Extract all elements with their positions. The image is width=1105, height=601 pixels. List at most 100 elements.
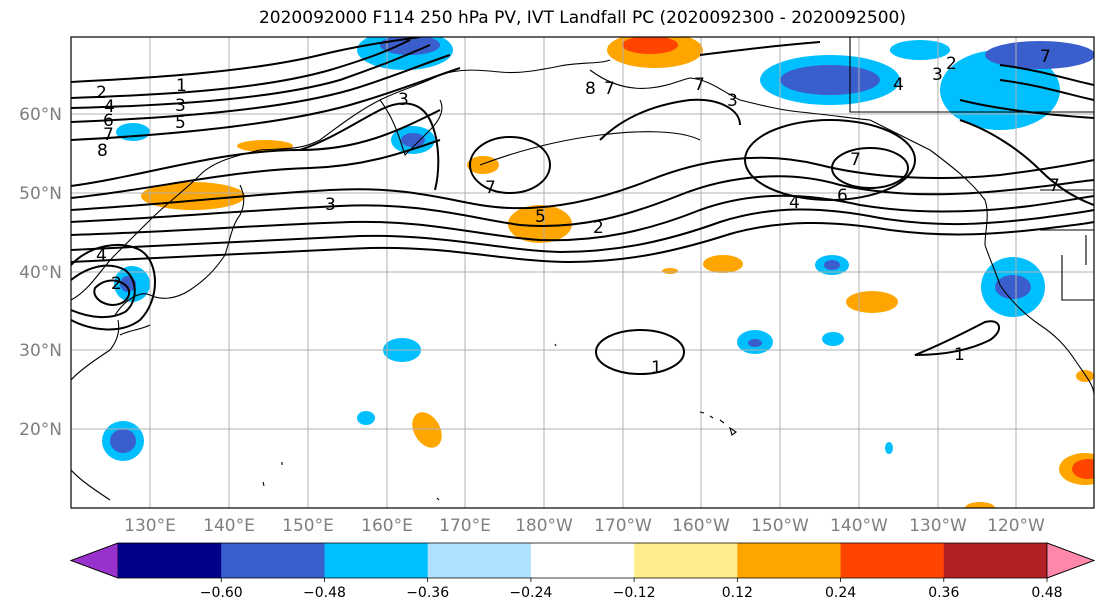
contour-label: 5 <box>175 113 186 133</box>
longitude-label: 120°W <box>987 516 1045 536</box>
contour-label: 8 <box>97 141 108 161</box>
coastlines <box>71 37 1094 501</box>
colorbar-tick-labels: −0.60 −0.48 −0.36 −0.24 −0.12 0.12 0.24 0.36 0.4… <box>200 578 1063 601</box>
contour-label: 2 <box>111 274 122 294</box>
longitude-label: 160°E <box>361 516 413 536</box>
longitude-label: 180°W <box>515 516 573 536</box>
latitude-label: 60°N <box>19 105 62 125</box>
longitude-label: 150°E <box>282 516 334 536</box>
colorbar-segment <box>221 543 325 578</box>
colorbar-tick-label: −0.48 <box>303 585 346 601</box>
contour-label: 2 <box>946 54 957 74</box>
colorbar-segment <box>943 543 1048 578</box>
contour-label: 3 <box>325 195 336 215</box>
colorbar-tick-label: −0.12 <box>613 585 656 601</box>
blob-pos-9 <box>412 412 442 448</box>
colorbar-outline <box>69 542 1096 579</box>
colorbar <box>69 542 1096 579</box>
contour-label: 7 <box>604 79 615 99</box>
blob-neg-9-core <box>995 275 1031 299</box>
longitude-label: 130°W <box>909 516 967 536</box>
longitude-labels: 130°E 140°E 150°E 160°E 170°E 180°W 170°W 160°W… <box>124 516 1045 536</box>
contour-label: 3 <box>727 91 738 111</box>
latitude-label: 40°N <box>19 263 62 283</box>
contour-label: 2 <box>593 218 604 238</box>
colorbar-segment <box>324 543 429 578</box>
colorbar-tick-label: 0.12 <box>722 585 753 601</box>
latitude-label: 50°N <box>19 184 62 204</box>
blob-neg-5-core <box>401 133 425 147</box>
colorbar-tick-label: 0.48 <box>1031 585 1062 601</box>
contour-label: 1 <box>954 345 965 365</box>
contour-label: 7 <box>850 150 861 170</box>
colorbar-segment <box>634 543 738 578</box>
contour-label: 2 <box>96 83 107 103</box>
contour-label: 7 <box>485 178 496 198</box>
blob-neg-2-core <box>780 65 880 95</box>
contour-label: 8 <box>585 79 596 99</box>
blob-neg-11-core <box>748 339 762 347</box>
colorbar-tick-label: −0.60 <box>200 585 243 601</box>
longitude-label: 130°E <box>124 516 176 536</box>
colorbar-segment <box>427 543 532 578</box>
blob-pos-12 <box>965 502 995 508</box>
colorbar-segment <box>737 543 842 578</box>
blob-neg-14 <box>357 411 375 425</box>
longitude-label: 140°W <box>830 516 888 536</box>
longitude-label: 150°W <box>751 516 809 536</box>
blob-neg-8-core <box>824 260 840 270</box>
contour-label: 7 <box>1040 47 1051 67</box>
contour-label: 4 <box>893 75 904 95</box>
blob-pos-5 <box>508 205 572 243</box>
longitude-label: 170°E <box>439 516 491 536</box>
map-frame <box>70 36 1095 509</box>
colorbar-tick-label: 0.24 <box>825 585 856 601</box>
contour-label: 7 <box>103 125 114 145</box>
map-title: 2020092000 F114 250 hPa PV, IVT Landfall… <box>258 8 906 28</box>
colorbar-tick-label: 0.36 <box>928 585 959 601</box>
blob-pos-1-core <box>622 37 678 54</box>
contour-label: 7 <box>694 75 705 95</box>
contour-label: 5 <box>535 207 546 227</box>
colorbar-tick-label: −0.36 <box>406 585 449 601</box>
longitude-label: 140°E <box>203 516 255 536</box>
latitude-label: 30°N <box>19 341 62 361</box>
contour-label: 3 <box>932 65 943 85</box>
contour-label: 3 <box>175 96 186 116</box>
contour-label: 7 <box>1049 176 1060 196</box>
longitude-label: 160°W <box>672 516 730 536</box>
contour-label: 4 <box>104 97 115 117</box>
colorbar-segment <box>840 543 945 578</box>
colorbar-segment <box>530 543 635 578</box>
blob-pos-6 <box>662 268 678 274</box>
blob-pos-7 <box>703 255 743 273</box>
contour-label: 1 <box>651 358 662 378</box>
contour-label: 4 <box>789 193 800 213</box>
colorbar-tick-label: −0.24 <box>509 585 552 601</box>
blob-pos-8 <box>846 291 898 313</box>
contour-label: 3 <box>398 90 409 110</box>
blob-neg-15 <box>885 442 893 454</box>
colorbar-segment <box>118 543 222 578</box>
latitude-label: 20°N <box>19 420 62 440</box>
contour-label: 1 <box>176 76 187 96</box>
shaded-anomalies <box>102 37 1094 508</box>
longitude-label: 170°W <box>594 516 652 536</box>
blob-neg-12 <box>822 332 844 346</box>
contours <box>71 37 1094 375</box>
contour-label: 6 <box>837 186 848 206</box>
colorbar-extend-max <box>1046 542 1096 579</box>
blob-pos-10-core <box>1072 459 1094 479</box>
blob-neg-3-core <box>985 41 1094 69</box>
blob-pos-11 <box>1076 370 1094 382</box>
blob-neg-4 <box>890 40 950 60</box>
latitude-labels: 60°N 50°N 40°N 30°N 20°N <box>19 105 62 440</box>
contour-labels: 1 2 4 6 7 8 3 5 3 7 5 2 4 6 7 4 2 1 1 7 … <box>96 47 1060 378</box>
contour-label: 6 <box>103 111 114 131</box>
contour-label: 4 <box>96 246 107 266</box>
blob-neg-13-core <box>110 429 136 453</box>
graticule <box>71 37 1094 508</box>
blob-neg-6 <box>116 123 150 141</box>
colorbar-extend-min <box>69 542 119 579</box>
